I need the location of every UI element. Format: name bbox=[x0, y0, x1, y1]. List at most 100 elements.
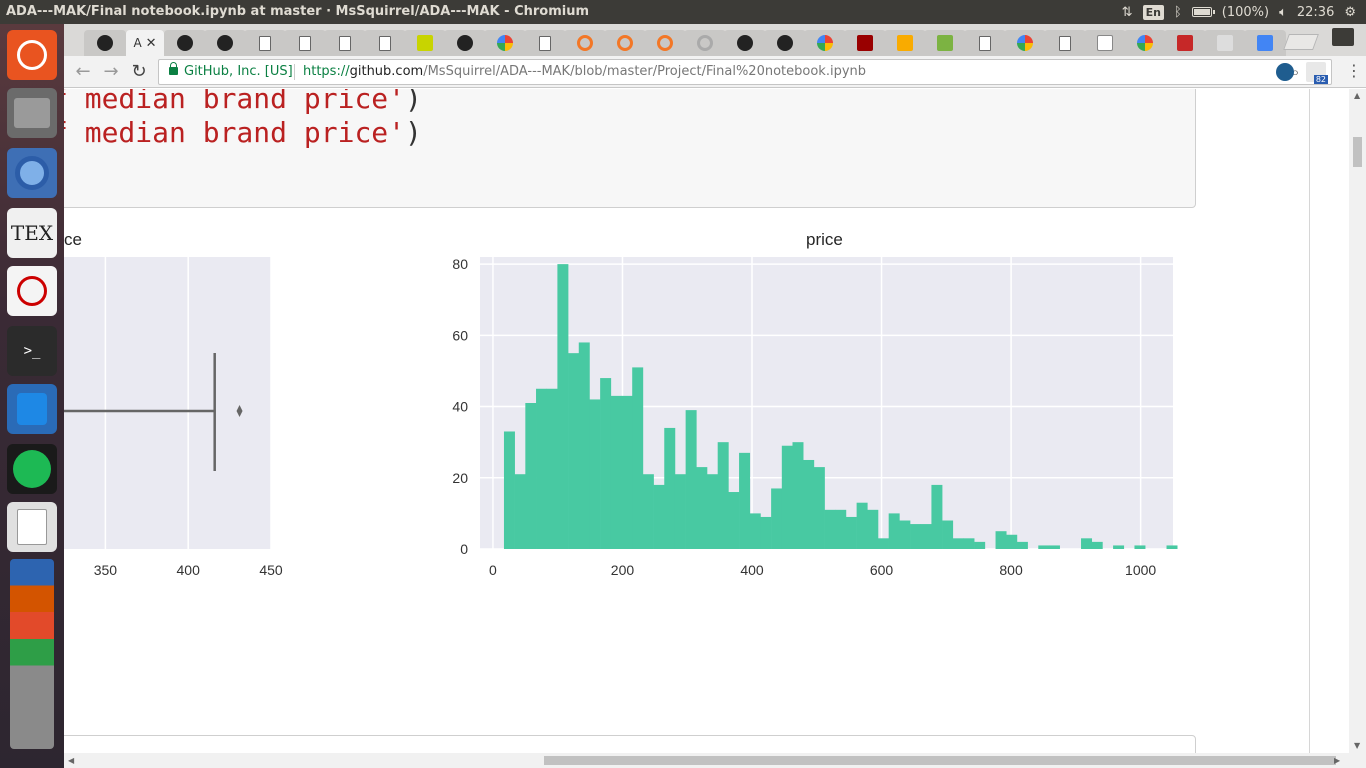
x-tick-label: 0 bbox=[489, 562, 497, 578]
tab-wikipedia[interactable] bbox=[1084, 30, 1126, 56]
tab-github-1[interactable] bbox=[84, 30, 126, 56]
extension-icon-2[interactable]: 82 bbox=[1306, 62, 1328, 84]
tab-doc-4[interactable] bbox=[364, 30, 406, 56]
tab-close-icon[interactable]: ✕ bbox=[145, 35, 157, 51]
tab-doc-2[interactable] bbox=[284, 30, 326, 56]
tab-google-1[interactable] bbox=[484, 30, 526, 56]
volume-muted-icon[interactable]: 🔈︎ bbox=[1279, 4, 1287, 20]
histogram-bar bbox=[1038, 545, 1050, 549]
files-icon[interactable] bbox=[7, 88, 57, 138]
tab-jupyter-3[interactable] bbox=[644, 30, 686, 56]
histogram-bar bbox=[536, 388, 548, 549]
boxplot-plot-area bbox=[64, 257, 271, 549]
histogram-bar bbox=[632, 367, 644, 549]
new-tab-button[interactable] bbox=[1283, 34, 1319, 50]
tab-doc-7[interactable] bbox=[1044, 30, 1086, 56]
tab-google-2[interactable] bbox=[804, 30, 846, 56]
terminal-icon[interactable]: >_ bbox=[7, 326, 57, 376]
texmaker-icon[interactable]: TEX bbox=[7, 208, 57, 258]
secure-badge[interactable]: GitHub, Inc. [US] bbox=[169, 62, 293, 79]
bluetooth-icon[interactable]: ᛒ bbox=[1173, 4, 1182, 20]
tab-doc-1[interactable] bbox=[244, 30, 286, 56]
histogram-bar bbox=[1113, 545, 1125, 549]
menu-kebab-icon[interactable]: ⋮ bbox=[1346, 61, 1362, 80]
boxplot-x-tick-label: 350 bbox=[94, 562, 118, 578]
profile-icon[interactable] bbox=[1332, 28, 1354, 46]
keyboard-layout-indicator[interactable]: En bbox=[1142, 4, 1164, 20]
address-bar[interactable]: GitHub, Inc. [US] https://github.com/MsS… bbox=[158, 59, 1332, 85]
tab-jupyter-2[interactable] bbox=[604, 30, 646, 56]
scroll-up-arrow[interactable]: ▲ bbox=[1354, 91, 1361, 100]
vscode-icon[interactable] bbox=[7, 384, 57, 434]
active-tab-label: A bbox=[133, 36, 142, 50]
tab-tex[interactable] bbox=[1204, 30, 1246, 56]
tab-google-3[interactable] bbox=[1004, 30, 1046, 56]
histogram-bar bbox=[931, 484, 943, 549]
spotify-icon[interactable] bbox=[7, 444, 57, 494]
extension-icon-1[interactable] bbox=[1276, 63, 1294, 81]
histogram-bar bbox=[974, 541, 986, 549]
lock-icon bbox=[169, 62, 178, 75]
tab-github-4[interactable] bbox=[444, 30, 486, 56]
histogram-bar bbox=[942, 520, 954, 549]
tab-s[interactable] bbox=[1164, 30, 1206, 56]
zoom-icon[interactable]: ⌕ bbox=[1291, 63, 1300, 81]
histogram-bar bbox=[910, 524, 922, 549]
histogram-bar bbox=[803, 459, 815, 549]
indicator-area: ⇅ En ᛒ (100%) 🔈︎ 22:36 ⚙ bbox=[1122, 0, 1366, 24]
tab-colab-2[interactable] bbox=[924, 30, 966, 56]
secure-label: GitHub, Inc. [US] bbox=[184, 64, 293, 79]
histogram-bar bbox=[610, 395, 622, 549]
launcher-stacked-icons[interactable] bbox=[7, 554, 57, 754]
url-text[interactable]: https://github.com/MsSquirrel/ADA---MAK/… bbox=[303, 64, 866, 79]
scroll-right-arrow[interactable]: ▶ bbox=[1334, 756, 1341, 765]
tab-doc-3[interactable] bbox=[324, 30, 366, 56]
tab-colab-1[interactable] bbox=[884, 30, 926, 56]
scroll-left-arrow[interactable]: ◀ bbox=[68, 756, 75, 765]
back-arrow-icon[interactable]: ← bbox=[75, 61, 91, 82]
histogram-bar bbox=[739, 452, 751, 549]
tab-loading[interactable] bbox=[684, 30, 726, 56]
forward-arrow-icon[interactable]: → bbox=[103, 61, 119, 82]
tab-lu[interactable] bbox=[404, 30, 446, 56]
horizontal-scroll-thumb[interactable] bbox=[544, 756, 1336, 765]
notebook-page: f median brand price') f median brand pr… bbox=[64, 89, 1355, 753]
histogram: 0 200 400 600 800 1000 0 20 40 60 80 bbox=[452, 256, 1178, 578]
histogram-bar bbox=[877, 538, 889, 549]
tab-jupyter-1[interactable] bbox=[564, 30, 606, 56]
boxplot-x-tick-label: 450 bbox=[259, 562, 283, 578]
pdf-reader-icon[interactable] bbox=[7, 266, 57, 316]
power-gear-icon[interactable]: ⚙ bbox=[1344, 4, 1356, 20]
vertical-scroll-thumb[interactable] bbox=[1353, 137, 1362, 167]
tab-doc-6[interactable] bbox=[964, 30, 1006, 56]
tab-google-4[interactable] bbox=[1124, 30, 1166, 56]
reload-icon[interactable]: ↻ bbox=[131, 61, 147, 82]
ubuntu-dash-icon[interactable] bbox=[7, 30, 57, 80]
url-path: /MsSquirrel/ADA---MAK/blob/master/Projec… bbox=[423, 64, 867, 79]
scroll-down-arrow[interactable]: ▼ bbox=[1354, 741, 1361, 750]
boxplot-x-tick-label: 400 bbox=[177, 562, 201, 578]
network-icon[interactable]: ⇅ bbox=[1121, 4, 1133, 20]
system-top-panel: ADA---MAK/Final notebook.ipynb at master… bbox=[0, 0, 1366, 24]
text-editor-icon[interactable] bbox=[7, 502, 57, 552]
histogram-bar bbox=[664, 427, 676, 549]
tab-github-5[interactable] bbox=[724, 30, 766, 56]
tab-github-3[interactable] bbox=[204, 30, 246, 56]
clock[interactable]: 22:36 bbox=[1296, 4, 1335, 20]
battery-icon[interactable] bbox=[1191, 7, 1215, 17]
tab-active[interactable]: A ✕ bbox=[126, 30, 164, 56]
histogram-bar bbox=[717, 442, 729, 549]
histogram-bar bbox=[696, 467, 708, 549]
vertical-scrollbar[interactable]: ▲ ▼ bbox=[1349, 89, 1366, 753]
chromium-icon[interactable] bbox=[7, 148, 57, 198]
x-tick-label: 1000 bbox=[1125, 562, 1156, 578]
histogram-bar bbox=[995, 531, 1007, 549]
tab-doc-5[interactable] bbox=[524, 30, 566, 56]
histogram-bar bbox=[568, 353, 580, 549]
tab-github-6[interactable] bbox=[764, 30, 806, 56]
histogram-bar bbox=[546, 388, 558, 549]
tab-iu[interactable] bbox=[844, 30, 886, 56]
horizontal-scrollbar[interactable]: ◀ ▶ bbox=[64, 753, 1366, 768]
tab-github-2[interactable] bbox=[164, 30, 206, 56]
tab-apps[interactable] bbox=[1244, 30, 1286, 56]
